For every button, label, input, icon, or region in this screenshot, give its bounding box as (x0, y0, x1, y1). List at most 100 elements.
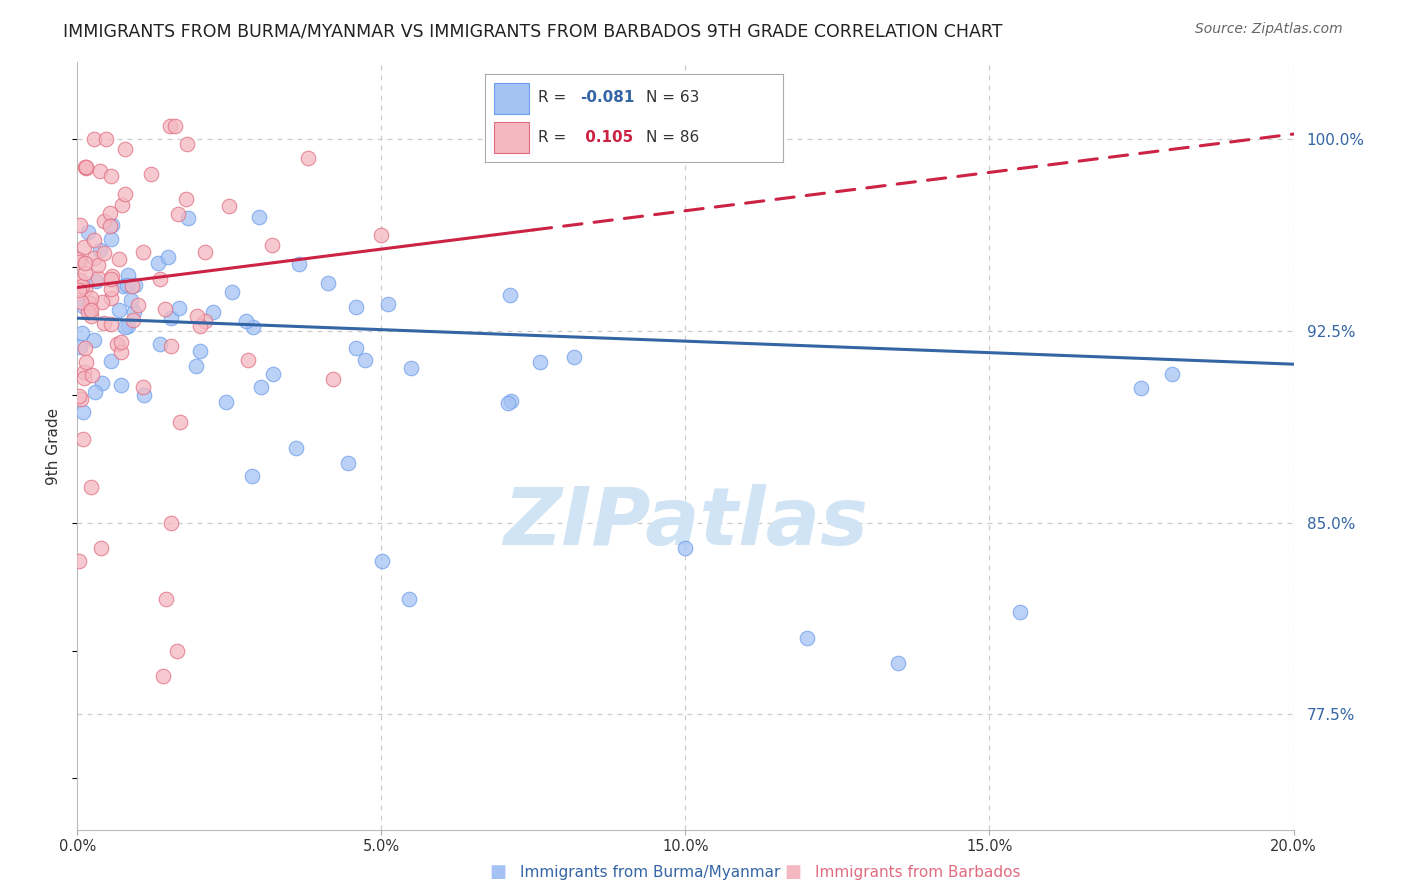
Point (100, 354, 122, 368)
Point (132, 379, 155, 393)
Point (121, 279, 143, 293)
Point (112, 278, 135, 293)
Point (201, 305, 224, 319)
Point (163, 120, 186, 134)
Point (344, 301, 367, 315)
Point (75, 256, 97, 270)
Point (80, 368, 103, 383)
Point (344, 341, 367, 355)
Point (186, 359, 208, 373)
Point (186, 309, 208, 323)
Text: Immigrants from Barbados: Immigrants from Barbados (815, 865, 1021, 880)
Point (93, 246, 115, 260)
Point (236, 353, 259, 368)
Point (83, 384, 105, 399)
Point (297, 151, 319, 165)
Point (72, 299, 94, 313)
Point (69, 294, 91, 309)
Point (152, 669, 174, 683)
Point (166, 643, 188, 657)
Point (79, 301, 101, 316)
Point (316, 276, 339, 290)
Point (75, 161, 97, 176)
Point (100, 282, 122, 296)
Point (90, 541, 112, 556)
Point (174, 193, 197, 207)
Point (72, 365, 94, 379)
Point (242, 320, 264, 334)
Point (91, 295, 114, 310)
Point (100, 169, 122, 183)
Point (153, 301, 176, 316)
Point (83, 132, 105, 146)
Point (101, 268, 124, 283)
Point (127, 298, 149, 312)
Point (188, 344, 211, 359)
Point (499, 288, 522, 302)
Point (371, 554, 394, 568)
Point (69, 340, 91, 354)
Point (377, 297, 399, 311)
Point (67, 389, 90, 403)
Text: Immigrants from Burma/Myanmar: Immigrants from Burma/Myanmar (520, 865, 780, 880)
Point (134, 388, 156, 402)
Point (100, 317, 122, 331)
Point (73, 282, 96, 296)
Point (86, 274, 108, 288)
Point (69, 273, 91, 287)
Point (149, 336, 172, 351)
Point (110, 334, 132, 349)
Point (75, 355, 97, 369)
Point (529, 355, 551, 369)
Point (80, 303, 103, 318)
Point (1130, 381, 1153, 395)
Point (167, 207, 190, 221)
Point (188, 318, 211, 333)
Point (87, 258, 110, 272)
Point (160, 310, 183, 325)
Point (399, 361, 422, 376)
Point (250, 380, 273, 394)
Point (146, 255, 169, 269)
Point (122, 305, 145, 319)
Point (262, 367, 284, 381)
Point (322, 371, 344, 385)
Point (285, 442, 308, 456)
Point (288, 257, 311, 271)
Point (114, 142, 136, 156)
Point (221, 285, 243, 300)
Point (169, 415, 191, 429)
Point (101, 219, 124, 233)
Point (247, 210, 270, 224)
Point (91, 376, 114, 390)
Point (157, 250, 180, 264)
Point (562, 350, 585, 364)
Point (194, 244, 217, 259)
Point (70, 279, 93, 293)
Point (93, 316, 115, 330)
Point (240, 469, 263, 483)
Point (496, 396, 519, 410)
Point (67, 252, 90, 267)
Point (159, 120, 181, 134)
Point (124, 278, 146, 293)
Point (337, 456, 360, 470)
Point (108, 252, 131, 267)
Point (120, 293, 142, 308)
Point (69, 218, 91, 232)
Point (73, 266, 96, 280)
Point (79, 295, 101, 310)
Point (73, 240, 96, 254)
Point (76, 225, 98, 239)
Point (79, 309, 101, 323)
Point (73, 160, 96, 174)
Point (100, 232, 122, 246)
Point (1161, 368, 1184, 382)
Point (887, 657, 910, 671)
Point (83, 251, 105, 265)
Point (98, 206, 121, 220)
Point (100, 291, 122, 305)
Point (115, 277, 138, 292)
Point (131, 244, 153, 259)
Point (398, 592, 420, 607)
